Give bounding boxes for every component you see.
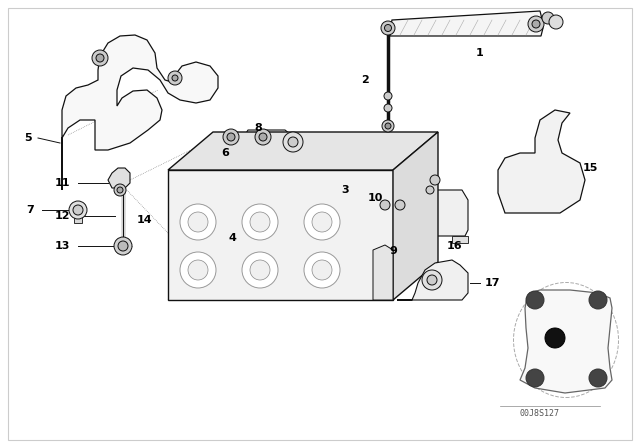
Polygon shape: [365, 193, 415, 220]
Circle shape: [242, 252, 278, 288]
Text: 14: 14: [137, 215, 153, 225]
Text: 00J8S127: 00J8S127: [520, 409, 560, 418]
Text: 7: 7: [26, 205, 34, 215]
Polygon shape: [168, 132, 438, 170]
Text: 1: 1: [476, 48, 484, 58]
Circle shape: [526, 369, 544, 387]
Circle shape: [384, 104, 392, 112]
Text: 11: 11: [54, 178, 70, 188]
Polygon shape: [270, 140, 285, 153]
Circle shape: [73, 205, 83, 215]
Circle shape: [528, 16, 544, 32]
Circle shape: [117, 187, 123, 193]
Circle shape: [283, 132, 303, 152]
Polygon shape: [390, 11, 543, 36]
Circle shape: [532, 20, 540, 28]
Circle shape: [168, 71, 182, 85]
Circle shape: [385, 25, 392, 31]
Circle shape: [422, 270, 442, 290]
Circle shape: [426, 186, 434, 194]
Circle shape: [312, 260, 332, 280]
Polygon shape: [520, 290, 612, 393]
Polygon shape: [390, 190, 468, 236]
Text: 16: 16: [447, 241, 463, 251]
Polygon shape: [393, 236, 408, 243]
Text: 12: 12: [54, 211, 70, 221]
Circle shape: [253, 218, 263, 228]
Text: 13: 13: [54, 241, 70, 251]
Circle shape: [118, 241, 128, 251]
Text: 6: 6: [221, 148, 229, 158]
Polygon shape: [452, 236, 468, 243]
Text: 8: 8: [254, 123, 262, 133]
Polygon shape: [373, 245, 393, 300]
Text: 5: 5: [24, 133, 32, 143]
Circle shape: [188, 260, 208, 280]
Circle shape: [526, 291, 544, 309]
Circle shape: [589, 369, 607, 387]
Polygon shape: [108, 168, 130, 188]
Circle shape: [255, 129, 271, 145]
Circle shape: [69, 201, 87, 219]
Polygon shape: [62, 35, 218, 190]
Circle shape: [545, 328, 565, 348]
Circle shape: [250, 260, 270, 280]
Text: 4: 4: [228, 233, 236, 243]
Polygon shape: [398, 200, 405, 230]
Circle shape: [380, 200, 390, 210]
Text: 2: 2: [361, 75, 369, 85]
Polygon shape: [74, 213, 82, 223]
Circle shape: [381, 21, 395, 35]
Circle shape: [96, 54, 104, 62]
Circle shape: [312, 212, 332, 232]
Circle shape: [589, 291, 607, 309]
Circle shape: [114, 184, 126, 196]
Polygon shape: [290, 140, 368, 190]
Circle shape: [395, 200, 405, 210]
Circle shape: [385, 123, 391, 129]
Circle shape: [304, 204, 340, 240]
Circle shape: [92, 50, 108, 66]
Circle shape: [549, 15, 563, 29]
Polygon shape: [498, 110, 585, 213]
Circle shape: [249, 214, 267, 232]
Polygon shape: [363, 200, 405, 208]
Polygon shape: [168, 170, 393, 300]
Circle shape: [250, 212, 270, 232]
Circle shape: [227, 133, 235, 141]
Polygon shape: [393, 132, 438, 300]
Circle shape: [288, 137, 298, 147]
Circle shape: [259, 133, 267, 141]
Circle shape: [114, 237, 132, 255]
Text: 9: 9: [389, 246, 397, 256]
Circle shape: [223, 129, 239, 145]
Text: 10: 10: [367, 193, 383, 203]
Text: 17: 17: [484, 278, 500, 288]
Polygon shape: [338, 160, 370, 200]
Circle shape: [188, 212, 208, 232]
Circle shape: [542, 12, 554, 24]
Text: 3: 3: [341, 185, 349, 195]
Circle shape: [430, 175, 440, 185]
Circle shape: [242, 204, 278, 240]
Circle shape: [172, 75, 178, 81]
Circle shape: [180, 252, 216, 288]
Circle shape: [384, 92, 392, 100]
Circle shape: [180, 204, 216, 240]
Polygon shape: [397, 260, 468, 300]
Circle shape: [382, 120, 394, 132]
Text: 15: 15: [582, 163, 598, 173]
Polygon shape: [243, 130, 295, 168]
Circle shape: [304, 252, 340, 288]
Polygon shape: [363, 208, 398, 230]
Circle shape: [427, 275, 437, 285]
